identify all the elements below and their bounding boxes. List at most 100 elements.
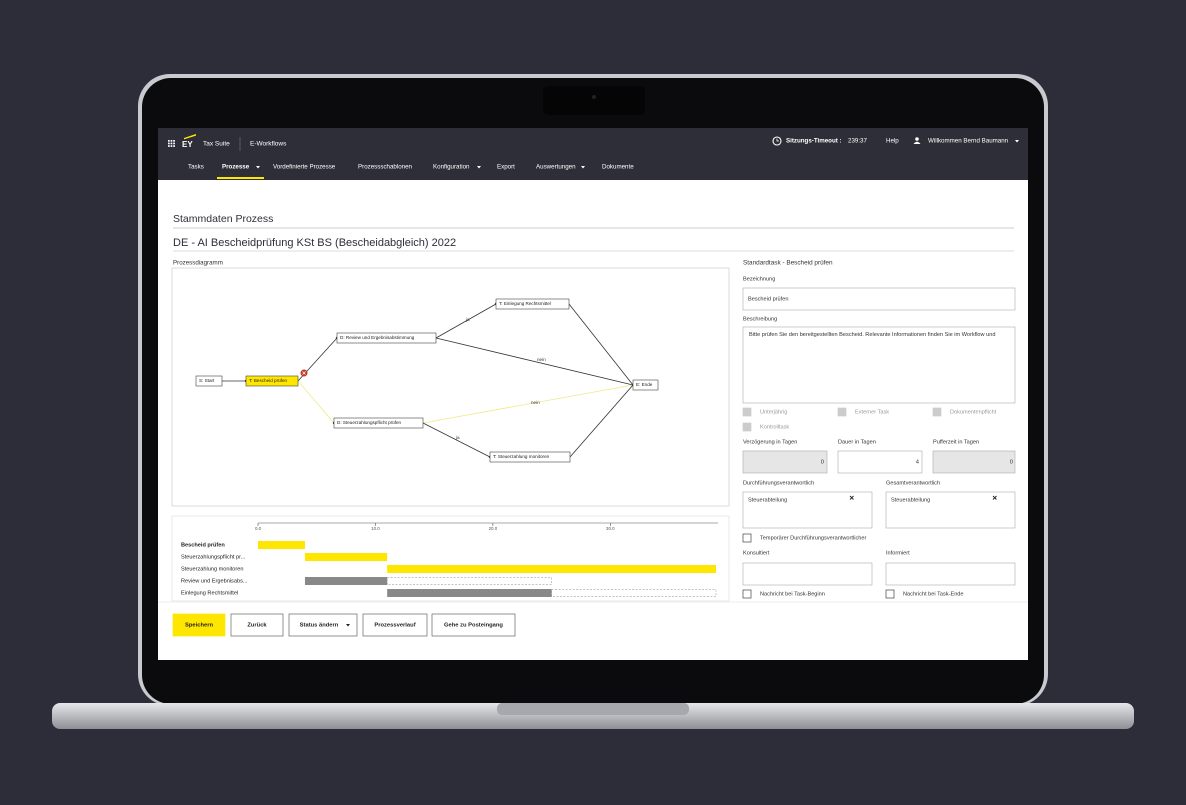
button[interactable] bbox=[288, 613, 358, 637]
diagram-node[interactable] bbox=[489, 451, 571, 463]
apps-icon-dot[interactable] bbox=[173, 142, 175, 145]
diagram-node[interactable] bbox=[333, 417, 424, 429]
nav-tab[interactable]: Auswertungen bbox=[536, 164, 576, 171]
input-field[interactable] bbox=[742, 326, 1016, 404]
gantt-panel bbox=[171, 515, 730, 602]
button-label[interactable]: Gehe zu Posteingang bbox=[444, 623, 503, 629]
diagram-node[interactable] bbox=[195, 375, 223, 387]
checkbox-label: Kontrolltask bbox=[760, 424, 789, 430]
checkbox[interactable] bbox=[742, 533, 752, 543]
remove-tag-icon[interactable] bbox=[849, 495, 854, 500]
apps-icon-dot[interactable] bbox=[168, 145, 170, 147]
user-icon-head bbox=[915, 137, 919, 141]
diagram-label: Prozessdiagramm bbox=[173, 260, 223, 267]
input-field[interactable] bbox=[932, 450, 1016, 474]
remove-tag-icon[interactable] bbox=[992, 495, 997, 500]
button-label[interactable]: Prozessverlauf bbox=[374, 623, 415, 629]
caret-icon bbox=[346, 624, 350, 627]
button[interactable] bbox=[362, 613, 428, 637]
edge-label: ja bbox=[455, 435, 460, 440]
button-label[interactable]: Speichern bbox=[185, 623, 213, 629]
checkbox[interactable] bbox=[742, 422, 752, 432]
nav-tab[interactable]: Prozesse bbox=[222, 164, 250, 171]
diagram-edge bbox=[297, 380, 335, 424]
nav-tab[interactable]: Prozessschablonen bbox=[358, 164, 413, 171]
input-field[interactable] bbox=[742, 491, 873, 529]
apps-icon-dot[interactable] bbox=[170, 145, 173, 147]
apps-icon-dot[interactable] bbox=[168, 142, 170, 145]
apps-icon-dot[interactable] bbox=[170, 142, 173, 145]
number-value: 4 bbox=[916, 460, 920, 466]
checkbox-label: Unterjährig bbox=[760, 409, 787, 415]
nav-tab[interactable]: Konfiguration bbox=[433, 164, 470, 171]
remove-node-x bbox=[302, 371, 306, 375]
button[interactable] bbox=[172, 613, 226, 637]
textarea-text: Bitte prüfen Sie den bereitgestellten Be… bbox=[749, 332, 996, 338]
tag-value: Steuerabteilung bbox=[748, 497, 787, 503]
diagram-node[interactable] bbox=[632, 379, 659, 391]
diagram-edge bbox=[422, 384, 634, 424]
button[interactable] bbox=[230, 613, 284, 637]
number-value: 0 bbox=[1010, 460, 1013, 466]
user-menu[interactable]: Willkommen Bernd Baumann bbox=[928, 138, 1009, 145]
checkbox-label: Externer Task bbox=[855, 409, 889, 415]
nav-tab[interactable]: Tasks bbox=[188, 164, 204, 171]
section-title: Stammdaten Prozess bbox=[173, 213, 273, 225]
diagram-node[interactable] bbox=[245, 375, 299, 387]
diagram-node[interactable] bbox=[495, 298, 570, 310]
diagram-node[interactable] bbox=[336, 332, 437, 344]
app: EY Tax Suite E-Workflows Sitzungs-Timeout :… bbox=[158, 134, 1028, 637]
number-value: 0 bbox=[821, 460, 824, 466]
apps-icon-dot[interactable] bbox=[173, 140, 175, 142]
node-label: D: Review und Ergebnisabstimmung bbox=[340, 335, 415, 340]
apps-icon-dot[interactable] bbox=[173, 145, 175, 147]
tag-value: Steuerabteilung bbox=[891, 497, 930, 503]
apps-icon-dot[interactable] bbox=[168, 140, 170, 142]
button[interactable] bbox=[431, 613, 516, 637]
diagram-edge bbox=[435, 337, 634, 386]
input-field[interactable] bbox=[742, 450, 828, 474]
diagram-edge bbox=[568, 303, 634, 386]
clock-icon bbox=[772, 136, 782, 146]
field-label: Informiert bbox=[886, 550, 910, 556]
apps-icon-dot[interactable] bbox=[170, 140, 173, 142]
textarea-content: Bitte prüfen Sie den bereitgestellten Be… bbox=[749, 332, 996, 338]
checkbox-label: Nachricht bei Task-Beginn bbox=[760, 591, 825, 597]
input-field[interactable] bbox=[742, 562, 873, 586]
checkbox[interactable] bbox=[742, 589, 752, 599]
checkbox-label: Dokumentenpflicht bbox=[950, 409, 997, 415]
help-link[interactable]: Help bbox=[886, 138, 899, 145]
node-label: D: Steuerzahlungspflicht prüfen bbox=[337, 420, 402, 425]
input-field[interactable] bbox=[885, 491, 1016, 529]
gantt-float bbox=[551, 589, 717, 597]
nav-tab[interactable]: Dokumente bbox=[602, 164, 634, 171]
camera bbox=[592, 95, 596, 99]
field-label: Durchführungsverantwortlich bbox=[743, 480, 814, 486]
input-field[interactable] bbox=[837, 450, 923, 474]
button-label[interactable]: Status ändern bbox=[300, 623, 339, 629]
gantt-tick-label: 30.0 bbox=[606, 526, 615, 531]
field-label: Bezeichnung bbox=[743, 276, 775, 282]
timeout-label: Sitzungs-Timeout : bbox=[786, 138, 842, 145]
gantt-bar bbox=[387, 565, 716, 573]
nav-tab[interactable]: Vordefinierte Prozesse bbox=[273, 164, 336, 171]
checkbox[interactable] bbox=[885, 589, 895, 599]
button-label[interactable]: Zurück bbox=[247, 623, 267, 629]
edge-label: ja bbox=[465, 317, 470, 322]
gantt-task-label: Bescheid prüfen bbox=[181, 542, 225, 548]
app-name: E-Workflows bbox=[250, 141, 287, 148]
edge-label: nein bbox=[531, 400, 540, 405]
checkbox[interactable] bbox=[932, 407, 942, 417]
user-icon-body bbox=[913, 141, 921, 144]
node-label: S: Start bbox=[199, 378, 215, 383]
checkbox[interactable] bbox=[837, 407, 847, 417]
input-field[interactable] bbox=[885, 562, 1016, 586]
node-label: T: Einlegung Rechtsmittel bbox=[499, 301, 551, 306]
nav-tab[interactable]: Export bbox=[497, 164, 515, 171]
laptop-base bbox=[52, 703, 1134, 729]
checkbox[interactable] bbox=[742, 407, 752, 417]
input-field[interactable] bbox=[742, 287, 1016, 311]
